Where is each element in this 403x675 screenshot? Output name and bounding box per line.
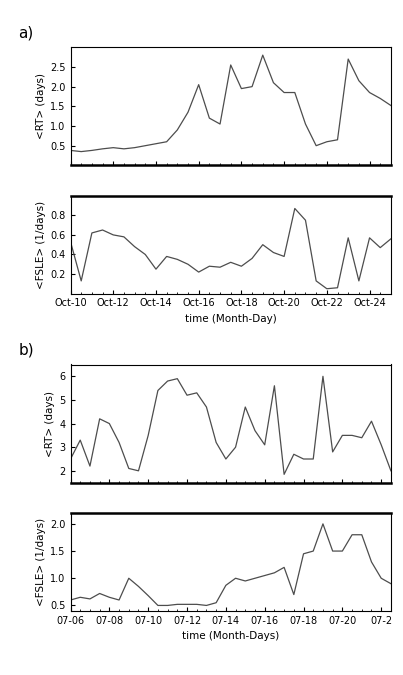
X-axis label: time (Month-Day): time (Month-Day): [185, 314, 276, 324]
Text: a): a): [18, 26, 33, 40]
Y-axis label: <FSLE> (1/days): <FSLE> (1/days): [36, 200, 46, 289]
Text: b): b): [18, 343, 34, 358]
Y-axis label: <RT> (days): <RT> (days): [45, 391, 55, 456]
Y-axis label: <RT> (days): <RT> (days): [36, 74, 46, 139]
X-axis label: time (Month-Days): time (Month-Days): [182, 631, 279, 641]
Y-axis label: <FSLE> (1/days): <FSLE> (1/days): [36, 518, 46, 606]
